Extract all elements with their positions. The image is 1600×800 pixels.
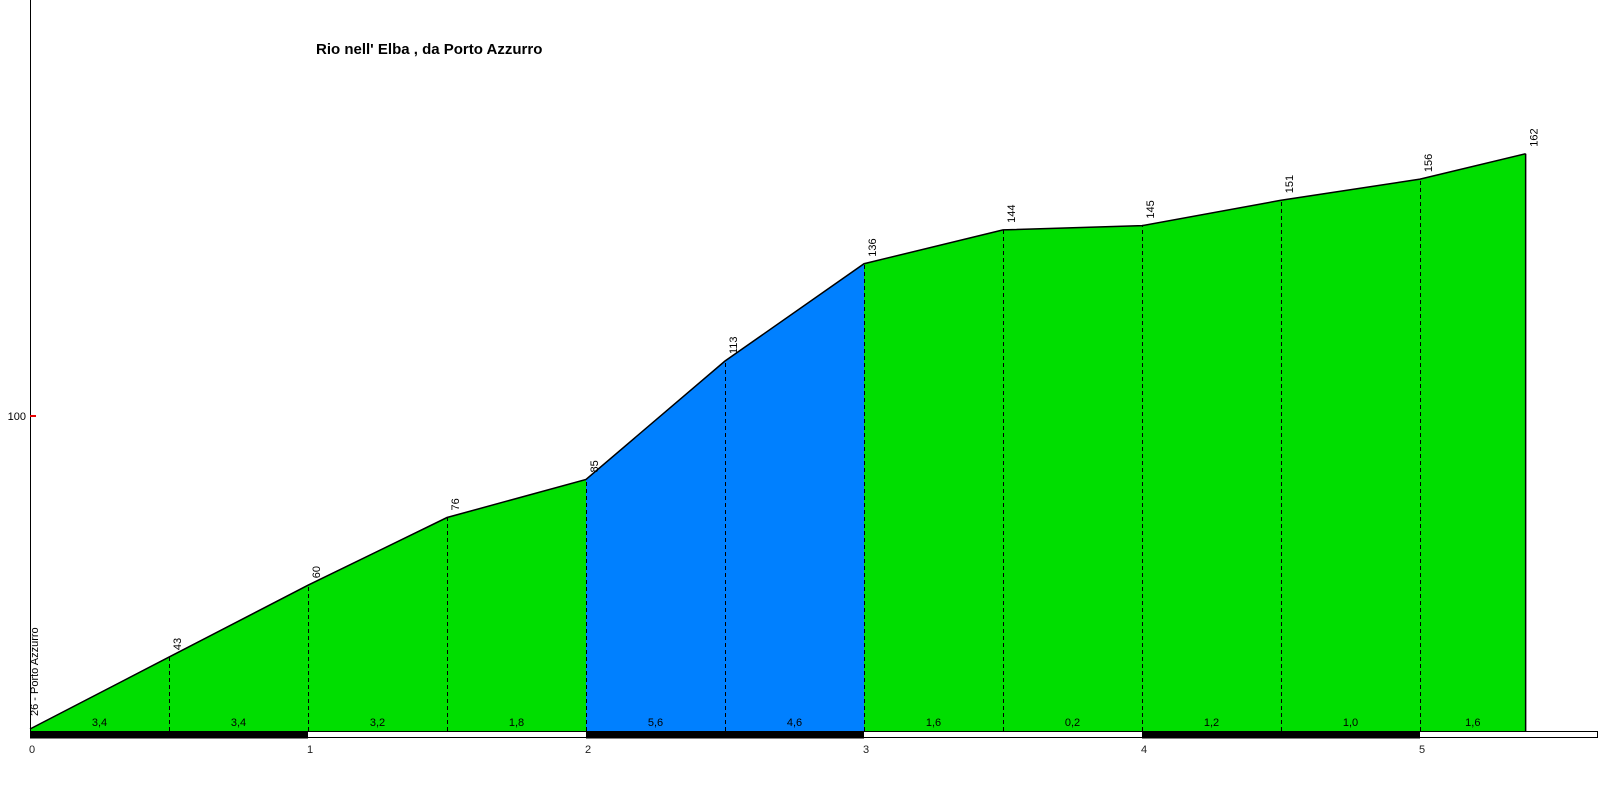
elevation-label: 85 [589,460,601,472]
elevation-label: 162 [1529,128,1541,146]
gradient-label: 1,6 [926,717,941,729]
gradient-label: 5,6 [648,717,663,729]
elevation-label: 113 [728,336,740,354]
elevation-label: 151 [1284,175,1296,193]
x-tick-label: 2 [585,744,591,756]
elevation-label: 76 [450,498,462,510]
profile-outline [29,153,1526,730]
x-tick-label: 1 [307,744,313,756]
profile-area-green [864,153,1526,731]
gradient-label: 0,2 [1065,717,1080,729]
profile-area-green [30,479,586,731]
gradient-label: 1,6 [1465,717,1480,729]
gradient-label: 1,2 [1204,717,1219,729]
start-elevation-label: 26 - Porto Azzurro [29,627,41,716]
gradient-label: 4,6 [787,717,802,729]
x-tick-label: 5 [1419,744,1425,756]
elevation-label: 145 [1145,200,1157,218]
km-scale-bar-black-segment [586,731,864,739]
km-scale-bar-black-segment [1142,731,1420,739]
gradient-label: 3,2 [370,717,385,729]
elevation-label: 156 [1423,154,1435,172]
elevation-label: 43 [172,638,184,650]
chart-title: Rio nell' Elba , da Porto Azzurro [316,41,542,58]
elevation-label: 144 [1006,205,1018,223]
elevation-label: 136 [867,238,879,256]
y-axis-tick-label: 100 [8,411,26,423]
gradient-label: 1,0 [1343,717,1358,729]
gradient-label: 1,8 [509,717,524,729]
gradient-label: 3,4 [231,717,246,729]
x-tick-label: 3 [863,744,869,756]
elevation-label: 60 [311,566,323,578]
x-tick-label: 0 [29,744,35,756]
gradient-label: 3,4 [92,717,107,729]
x-tick-label: 4 [1141,744,1147,756]
km-scale-bar-black-segment [30,731,308,739]
